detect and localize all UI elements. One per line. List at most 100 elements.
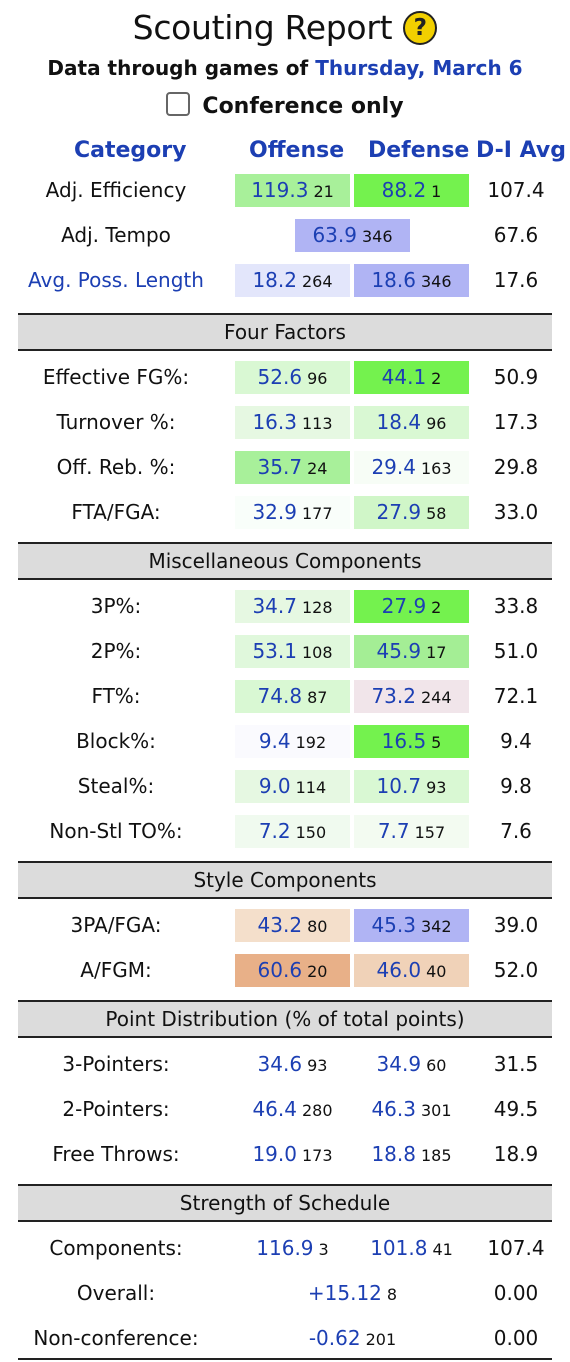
date-link[interactable]: Thursday, March 6 <box>315 56 523 80</box>
stat-value[interactable]: 27.9 <box>381 594 427 618</box>
d1-avg-value: 67.6 <box>493 223 539 247</box>
stat-rank: 80 <box>307 917 328 936</box>
stat-value[interactable]: 53.1 <box>252 639 297 663</box>
d1-avg-value: 33.8 <box>493 594 539 618</box>
stat-value[interactable]: 63.9 <box>312 223 357 247</box>
offense-cell: 16.3 113 <box>235 406 350 439</box>
table-row: Avg. Poss. Length 18.2 264 18.6 346 17.6 <box>0 260 570 300</box>
defense-cell: 88.2 1 <box>354 174 469 207</box>
stat-rank: 185 <box>420 1146 452 1165</box>
stat-value[interactable]: 18.8 <box>371 1142 416 1166</box>
defense-cell: 34.9 60 <box>354 1048 469 1081</box>
offense-cell: 32.9 177 <box>235 496 350 529</box>
stat-value[interactable]: 52.6 <box>257 365 303 389</box>
stat-rank: 108 <box>301 643 333 662</box>
stat-value[interactable]: 7.2 <box>258 819 291 843</box>
stat-value[interactable]: 44.1 <box>381 365 427 389</box>
stat-rank: 40 <box>426 962 447 981</box>
section-header: Style Components <box>18 861 552 899</box>
stat-value[interactable]: -0.62 <box>308 1326 361 1350</box>
conference-only-checkbox[interactable] <box>166 92 191 116</box>
stat-rank: 128 <box>301 598 333 617</box>
stat-value[interactable]: 46.3 <box>371 1097 416 1121</box>
stat-value[interactable]: 119.3 <box>251 178 309 202</box>
combined-cell: -0.62 201 <box>295 1322 410 1355</box>
row-label: Effective FG%: <box>42 365 190 389</box>
stat-rank: 280 <box>301 1101 333 1120</box>
stat-rank: 163 <box>420 459 452 478</box>
column-header-defense[interactable]: Defense <box>368 138 470 163</box>
offense-cell: 7.2 150 <box>235 815 350 848</box>
table-row: 2P%: 53.1 108 45.9 17 51.0 <box>0 631 570 671</box>
stat-value[interactable]: 88.2 <box>381 178 427 202</box>
stat-value[interactable]: 16.5 <box>381 729 427 753</box>
stat-value[interactable]: 9.4 <box>258 729 291 753</box>
stat-value[interactable]: 46.4 <box>252 1097 297 1121</box>
defense-cell: 44.1 2 <box>354 361 469 394</box>
stat-value[interactable]: 18.6 <box>371 268 416 292</box>
section-header: Four Factors <box>18 313 552 351</box>
page-title: Scouting Report <box>132 8 393 47</box>
defense-cell: 46.0 40 <box>354 954 469 987</box>
stat-value[interactable]: 19.0 <box>252 1142 297 1166</box>
stat-value[interactable]: 101.8 <box>370 1236 428 1260</box>
stat-value[interactable]: 32.9 <box>252 500 297 524</box>
row-label: A/FGM: <box>80 958 152 982</box>
row-label: FT%: <box>91 684 141 708</box>
offense-cell: 34.6 93 <box>235 1048 350 1081</box>
table-row: Steal%: 9.0 114 10.7 93 9.8 <box>0 766 570 806</box>
stat-value[interactable]: 18.4 <box>376 410 422 434</box>
table-row: Overall: +15.12 8 0.00 <box>0 1273 570 1313</box>
column-header-avg[interactable]: D-I Avg <box>476 138 566 163</box>
stat-value[interactable]: 9.0 <box>258 774 291 798</box>
table-row: Free Throws: 19.0 173 18.8 185 18.9 <box>0 1134 570 1174</box>
row-label: Non-Stl TO%: <box>49 819 183 843</box>
stat-value[interactable]: 43.2 <box>257 913 303 937</box>
stat-value[interactable]: 27.9 <box>376 500 422 524</box>
stat-value[interactable]: 7.7 <box>377 819 410 843</box>
stat-rank: 301 <box>420 1101 452 1120</box>
d1-avg-value: 107.4 <box>487 178 545 202</box>
d1-avg-value: 72.1 <box>493 684 539 708</box>
stat-value[interactable]: 73.2 <box>371 684 416 708</box>
conference-only-toggle[interactable]: Conference only <box>0 92 570 119</box>
stat-value[interactable]: 10.7 <box>376 774 422 798</box>
defense-cell: 18.4 96 <box>354 406 469 439</box>
stat-value[interactable]: 29.4 <box>371 455 416 479</box>
d1-avg-value: 50.9 <box>493 365 539 389</box>
stat-value[interactable]: 46.0 <box>376 958 422 982</box>
stat-value[interactable]: 116.9 <box>256 1236 314 1260</box>
table-row: A/FGM: 60.6 20 46.0 40 52.0 <box>0 950 570 990</box>
d1-avg-value: 107.4 <box>487 1236 545 1260</box>
defense-cell: 27.9 58 <box>354 496 469 529</box>
table-row: Adj. Efficiency 119.3 21 88.2 1 107.4 <box>0 170 570 210</box>
column-header-offense[interactable]: Offense <box>249 138 345 163</box>
stat-value[interactable]: 34.6 <box>257 1052 303 1076</box>
row-label: 3PA/FGA: <box>70 913 162 937</box>
table-row: FTA/FGA: 32.9 177 27.9 58 33.0 <box>0 492 570 532</box>
stat-value[interactable]: 74.8 <box>257 684 303 708</box>
d1-avg-value: 51.0 <box>493 639 539 663</box>
row-label[interactable]: Avg. Poss. Length <box>28 268 204 292</box>
stat-value[interactable]: 60.6 <box>257 958 303 982</box>
stat-value[interactable]: 45.9 <box>376 639 422 663</box>
row-label: Steal%: <box>77 774 155 798</box>
stat-value[interactable]: 34.7 <box>252 594 297 618</box>
help-icon[interactable]: ? <box>403 10 438 45</box>
stat-value[interactable]: 35.7 <box>257 455 303 479</box>
defense-cell: 45.3 342 <box>354 909 469 942</box>
stat-value[interactable]: 34.9 <box>376 1052 422 1076</box>
table-row: Turnover %: 16.3 113 18.4 96 17.3 <box>0 402 570 442</box>
stat-rank: 346 <box>361 227 393 246</box>
column-header-category[interactable]: Category <box>74 138 187 163</box>
stat-value[interactable]: 18.2 <box>252 268 297 292</box>
table-row: FT%: 74.8 87 73.2 244 72.1 <box>0 676 570 716</box>
d1-avg-value: 18.9 <box>493 1142 539 1166</box>
stat-value[interactable]: 45.3 <box>371 913 416 937</box>
stat-value[interactable]: 16.3 <box>252 410 297 434</box>
stat-value[interactable]: +15.12 <box>307 1281 382 1305</box>
d1-avg-value: 17.6 <box>493 268 539 292</box>
defense-cell: 18.6 346 <box>354 264 469 297</box>
offense-cell: 53.1 108 <box>235 635 350 668</box>
row-label: 2-Pointers: <box>62 1097 170 1121</box>
